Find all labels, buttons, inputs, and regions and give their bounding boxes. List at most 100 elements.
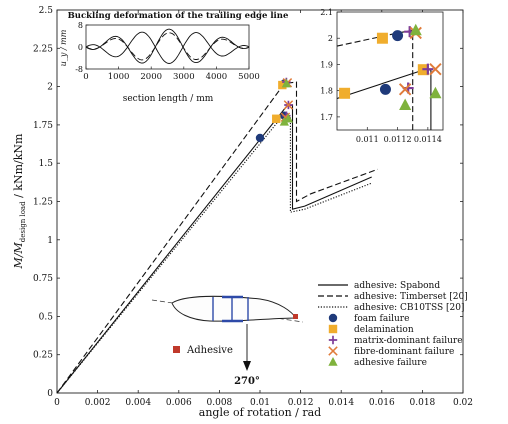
buckling-y-tick-label: -8 (75, 65, 83, 74)
legend-label: foam failure (354, 314, 409, 324)
legend-label: delamination (354, 325, 414, 335)
x-marker (283, 100, 294, 110)
zoom-y-tick-label: 2.1 (320, 8, 333, 17)
x-axis-label: angle of rotation / rad (199, 406, 321, 419)
load-direction-arrowhead (243, 361, 251, 371)
main-axes: 0 0.002 0.004 0.006 0.008 0.01 0.012 0.014 0.016… (12, 6, 473, 419)
legend-triangle-swatch (328, 356, 338, 366)
legend-label: adhesive: Spabond (354, 281, 440, 291)
legend-x-swatch (328, 346, 338, 356)
y-tick-label: 0.5 (39, 312, 54, 322)
buckling-x-tick-label: 3000 (173, 72, 195, 82)
legend-circle-swatch (328, 313, 338, 323)
x-tick-label: 0.008 (207, 398, 233, 408)
zoom-circle-marker (379, 83, 391, 95)
series-line-2 (56, 81, 378, 394)
zoom-x-marker (398, 83, 412, 96)
buckling-x-tick-label: 4000 (206, 72, 228, 82)
zoom-y-tick-label: 1.9 (320, 60, 333, 69)
adhesive-legend-swatch (173, 346, 180, 353)
series-line-3 (56, 116, 372, 394)
buckling-x-tick-label: 5000 (238, 72, 260, 82)
buckling-x-tick-label: 2000 (140, 72, 162, 82)
zoom-y-tick-label: 1.7 (320, 113, 333, 122)
adhesive-legend-label: Adhesive (186, 345, 233, 356)
zoom-circle-marker (392, 30, 404, 42)
inset-zoom: 0.011 0.0112 0.0114 1.7 1.8 1.9 2 2.1 (320, 8, 444, 144)
load-angle-label: 270° (234, 376, 260, 387)
x-tick-label: 0.012 (288, 398, 314, 408)
inset-zoom-content (336, 23, 442, 130)
legend-label: adhesive: Timberset [20] (354, 292, 468, 302)
y-axis-label-main: M/M (12, 241, 25, 269)
inset-buckling-title: Buckling deformation of the trailing edg… (68, 11, 289, 21)
x-tick-label: 0.014 (328, 398, 354, 408)
buckling-y-tick-label: 0 (78, 43, 83, 52)
buckling-x-tick-label: 0 (83, 72, 88, 82)
legend-label: fibre-dominant failure (354, 347, 454, 357)
square-marker (278, 80, 287, 90)
y-axis-label-unit: / kNm/kNm (12, 133, 25, 201)
inset-buckling: Buckling deformation of the trailing edg… (59, 11, 289, 104)
adhesive-joint-marker (293, 314, 298, 319)
buckling-x-tick-label: 1000 (108, 72, 130, 82)
zoom-x-tick-label: 0.0114 (414, 135, 442, 144)
airfoil-spar-caps (222, 295, 243, 323)
y-tick-label: 1.75 (33, 121, 53, 131)
x-tick-label: 0.002 (85, 398, 111, 408)
x-tick-label: 0.02 (453, 398, 473, 408)
x-tick-label: 0.01 (250, 398, 270, 408)
zoom-y-tick-label: 2 (328, 34, 333, 43)
legend-label: matrix-dominant failure (354, 336, 463, 346)
triangle-marker (281, 78, 292, 88)
series-lines (56, 81, 378, 394)
legend-label: adhesive: CB10TSS [20] (354, 303, 465, 313)
y-tick-label: 1 (47, 236, 53, 246)
zoom-square-marker (339, 87, 351, 99)
y-tick-label: 2.25 (33, 44, 53, 54)
zoom-y-tick-label: 1.8 (320, 87, 333, 96)
zoom-series-line-2 (336, 29, 414, 130)
y-tick-label: 2 (47, 83, 53, 93)
triangle-marker (283, 113, 294, 123)
x-tick-label: 0.018 (410, 398, 436, 408)
inset-buckling-xlabel: section length / mm (123, 94, 214, 104)
zoom-triangle-marker (399, 98, 412, 111)
airfoil-outline (171, 295, 297, 322)
buckling-curve-3 (85, 32, 250, 61)
buckling-curve-1 (85, 31, 250, 64)
y-tick-label: 1.5 (39, 159, 54, 169)
triangle-marker (279, 116, 289, 126)
x-tick-label: 0.016 (369, 398, 395, 408)
y-axis-label-subscript: design load (19, 201, 27, 242)
inset-buckling-frame (85, 24, 250, 70)
inset-zoom-ticks: 0.011 0.0112 0.0114 1.7 1.8 1.9 2 2.1 (320, 8, 442, 144)
zoom-triangle-marker (429, 86, 442, 99)
y-axis-ticks: 0 0.25 0.5 0.75 1 1.25 1.5 1.75 2 2.25 2.5 (33, 6, 463, 399)
airfoil-webs (212, 296, 249, 321)
y-tick-label: 0 (47, 389, 53, 399)
inset-buckling-ylabel: u_y / mm (59, 29, 68, 66)
y-tick-label: 0.25 (33, 351, 53, 361)
buckling-curve-2 (85, 28, 250, 64)
y-tick-label: 0.75 (33, 274, 53, 284)
buckling-y-tick-label: 8 (78, 21, 83, 30)
legend-label: adhesive failure (354, 358, 427, 368)
y-tick-label: 1.25 (33, 198, 53, 208)
legend-plus-swatch (328, 335, 338, 345)
x-tick-label: 0.006 (166, 398, 192, 408)
failure-markers (255, 77, 294, 143)
square-marker (272, 114, 281, 123)
circle-marker (255, 133, 265, 143)
y-axis-label: M/Mdesign load / kNm/kNm (12, 133, 27, 269)
zoom-plus-marker (422, 63, 434, 75)
x-tick-label: 0 (54, 398, 60, 408)
zoom-x-tick-label: 0.0112 (384, 135, 412, 144)
series-line-1 (56, 104, 372, 394)
zoom-triangle-marker (409, 23, 422, 36)
zoom-x-tick-label: 0.011 (356, 135, 379, 144)
x-axis-ticks: 0 0.002 0.004 0.006 0.008 0.01 0.012 0.014 0.016… (54, 10, 473, 408)
